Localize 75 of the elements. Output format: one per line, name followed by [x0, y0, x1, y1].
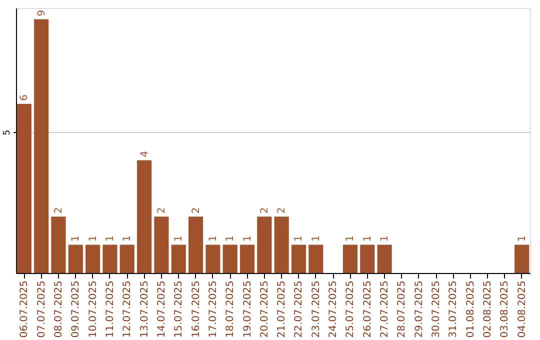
bar: [136, 160, 152, 273]
bar: [274, 216, 289, 273]
bar: [206, 244, 220, 273]
x-tick-label: 03.08.2025: [500, 280, 511, 338]
x-tick-label: 04.08.2025: [516, 280, 528, 338]
bar: [308, 244, 324, 273]
x-tick-label: 26.07.2025: [362, 280, 374, 338]
bar: [51, 216, 66, 273]
bar: [222, 244, 238, 273]
data-label: 1: [362, 235, 374, 242]
bar: [257, 216, 272, 273]
data-label: 1: [225, 235, 236, 242]
x-tick-label: 17.07.2025: [208, 280, 219, 338]
x-tick-label: 06.07.2025: [19, 280, 30, 338]
x-tick-label: 19.07.2025: [242, 280, 254, 338]
bar: [291, 244, 306, 273]
bar: [86, 244, 100, 273]
data-label: 4: [139, 150, 150, 158]
data-label: 1: [88, 235, 99, 242]
x-tick-label: 29.07.2025: [414, 280, 425, 338]
data-label: 2: [276, 207, 288, 214]
bar: [188, 216, 204, 273]
data-label: 1: [208, 235, 219, 242]
x-tick-label: 13.07.2025: [139, 280, 150, 338]
data-label: 2: [53, 207, 64, 214]
bar: [34, 19, 49, 273]
data-label: 6: [19, 94, 30, 101]
x-tick-label: 14.07.2025: [156, 280, 168, 338]
x-tick-label: 12.07.2025: [122, 280, 134, 338]
y-tick-label: 5: [2, 130, 12, 136]
bar: [68, 244, 83, 273]
x-tick-label: 30.07.2025: [431, 280, 442, 338]
data-label: 1: [310, 235, 322, 242]
x-tick-label: 31.07.2025: [448, 280, 460, 338]
x-tick-label: 27.07.2025: [380, 280, 391, 338]
data-label: 2: [259, 207, 270, 214]
data-label: 1: [294, 235, 305, 242]
x-tick-label: 16.07.2025: [190, 280, 202, 338]
data-label: 1: [122, 235, 134, 242]
bar: [342, 244, 358, 273]
x-tick-label: 01.08.2025: [465, 280, 476, 338]
bar: [171, 244, 186, 273]
x-tick-label: 11.07.2025: [104, 280, 116, 338]
bar: [514, 244, 530, 273]
data-label: 1: [345, 235, 356, 242]
x-tick-label: 23.07.2025: [310, 280, 322, 338]
x-tick-label: 28.07.2025: [396, 280, 408, 338]
x-tick-label: 15.07.2025: [174, 280, 185, 338]
data-label: 1: [380, 235, 391, 242]
x-tick-label: 02.08.2025: [482, 280, 494, 338]
x-tick-label: 08.07.2025: [53, 280, 64, 338]
bar: [377, 244, 392, 273]
bar: [360, 244, 375, 273]
bar: [240, 244, 255, 273]
x-tick-label: 09.07.2025: [70, 280, 82, 338]
x-tick-label: 20.07.2025: [259, 280, 270, 338]
x-tick-label: 07.07.2025: [36, 280, 48, 338]
data-label: 9: [36, 10, 48, 16]
x-tick-label: 22.07.2025: [294, 280, 305, 338]
data-label: 1: [516, 235, 528, 242]
data-label: 2: [156, 207, 168, 214]
data-label: 1: [70, 235, 82, 242]
x-tick-label: 10.07.2025: [88, 280, 99, 338]
x-tick-label: 21.07.2025: [276, 280, 288, 338]
bar: [154, 216, 169, 273]
bar: [16, 104, 32, 273]
x-tick-label: 18.07.2025: [225, 280, 236, 338]
bar: [120, 244, 134, 273]
x-tick-label: 24.07.2025: [328, 280, 340, 338]
data-label: 1: [174, 235, 185, 242]
data-label: 1: [242, 235, 254, 242]
bar: [102, 244, 118, 273]
x-tick-label: 25.07.2025: [345, 280, 356, 338]
data-label: 1: [104, 235, 116, 242]
data-label: 2: [190, 207, 202, 214]
